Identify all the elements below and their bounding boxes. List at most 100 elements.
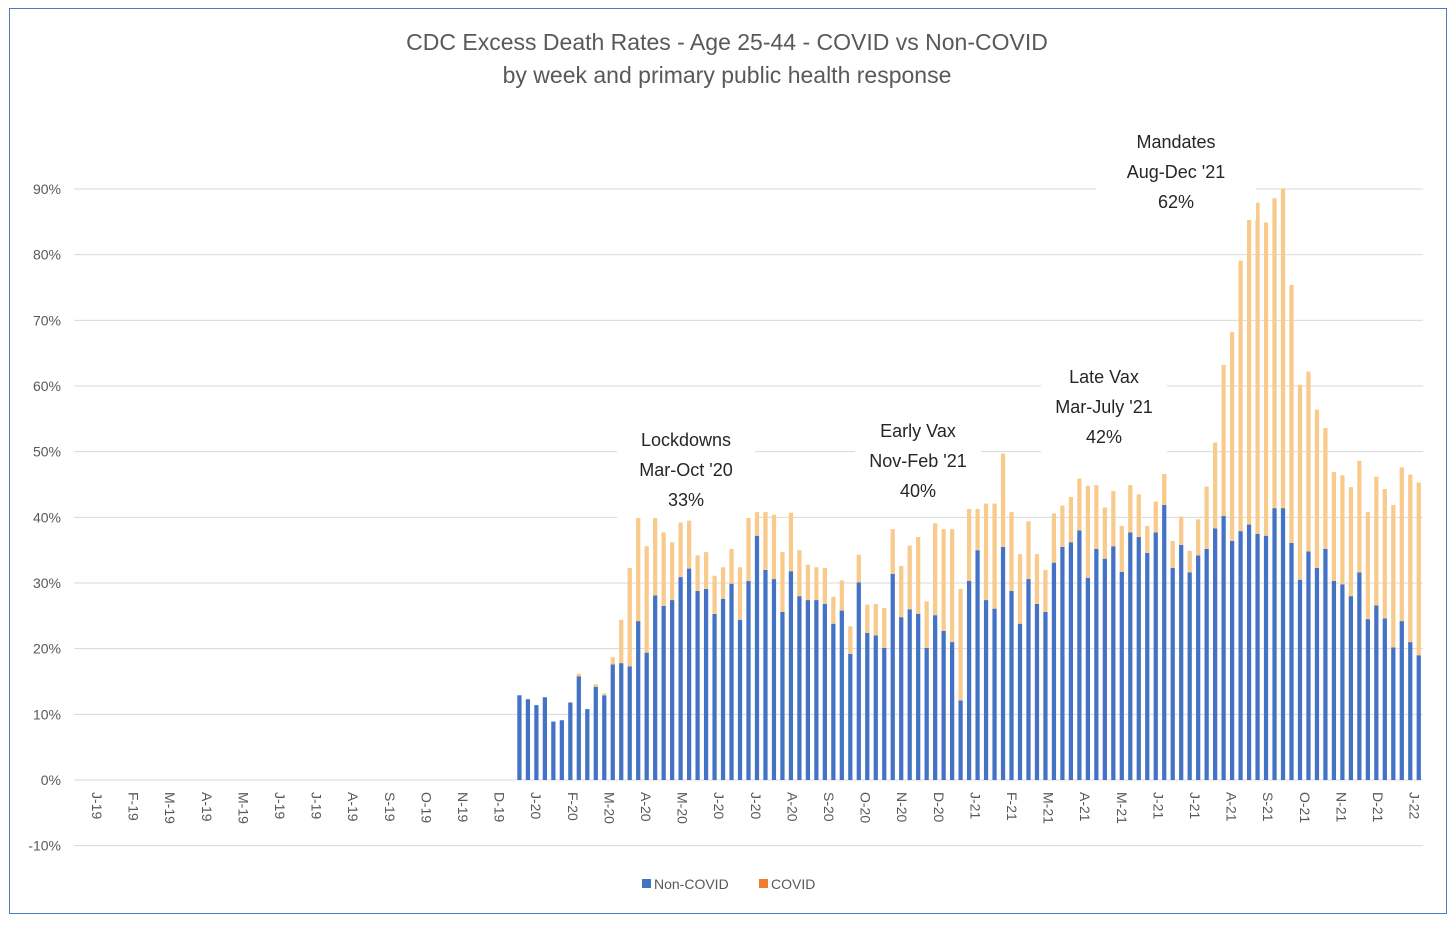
bar-non-covid <box>1102 558 1107 780</box>
bar-non-covid <box>1238 531 1243 780</box>
bar-covid <box>1119 525 1124 572</box>
y-tick-label: 0% <box>41 772 61 788</box>
y-tick-label: 80% <box>33 247 61 263</box>
x-tick-label: D-20 <box>931 792 947 823</box>
x-tick-label: M-19 <box>235 792 251 824</box>
annotation-background <box>617 426 755 518</box>
bar-covid <box>1017 554 1023 624</box>
bar-covid <box>1128 485 1133 533</box>
bar-covid <box>1153 501 1158 533</box>
bar-non-covid <box>1408 642 1413 780</box>
bar-covid <box>771 514 777 580</box>
bar-covid <box>1094 485 1099 549</box>
bar-non-covid <box>525 699 531 780</box>
bar-covid <box>1043 569 1048 612</box>
y-tick-label: 90% <box>33 181 61 197</box>
bar-non-covid <box>1170 567 1175 780</box>
x-tick-label: F-21 <box>1004 792 1020 821</box>
x-tick-label: J-22 <box>1407 792 1423 819</box>
bar-non-covid <box>593 686 598 780</box>
bar-covid <box>1204 486 1209 549</box>
bar-covid <box>1026 521 1031 580</box>
x-tick-label: J-19 <box>89 792 105 819</box>
bar-non-covid <box>1263 535 1269 780</box>
bar-non-covid <box>1306 551 1311 780</box>
bar-non-covid <box>839 610 844 780</box>
bar-non-covid <box>542 697 547 780</box>
bar-non-covid <box>1416 655 1421 780</box>
x-tick-label: M-21 <box>1114 792 1130 824</box>
annotation-text: Lockdowns <box>641 430 731 450</box>
bar-covid <box>933 523 938 616</box>
bar-covid <box>712 575 717 614</box>
y-tick-label: -10% <box>28 838 61 854</box>
bar-non-covid <box>1077 530 1082 780</box>
bar-non-covid <box>933 615 938 780</box>
x-tick-label: M-21 <box>1041 792 1057 824</box>
bar-covid <box>576 673 581 677</box>
bar-non-covid <box>1162 504 1167 780</box>
bar-non-covid <box>814 600 819 780</box>
annotation-text: 40% <box>900 481 936 501</box>
y-tick-label: 10% <box>33 706 61 722</box>
bar-covid <box>950 529 955 643</box>
bar-non-covid <box>737 619 743 780</box>
bar-non-covid <box>1331 581 1337 780</box>
bar-non-covid <box>966 581 972 780</box>
legend: Non-COVID COVID <box>642 876 815 892</box>
x-tick-label: M-20 <box>601 792 617 824</box>
bar-covid <box>797 550 802 597</box>
annotation-text: 62% <box>1158 192 1194 212</box>
x-tick-label: F-19 <box>126 792 142 821</box>
x-tick-label: O-20 <box>858 792 874 823</box>
bar-covid <box>619 619 624 664</box>
bar-covid <box>1408 474 1413 643</box>
annotation-text: Mandates <box>1136 132 1215 152</box>
bar-covid <box>670 542 675 601</box>
bar-covid <box>907 545 912 610</box>
bar-non-covid <box>1374 605 1379 780</box>
annotation-text: Mar-July '21 <box>1055 397 1152 417</box>
annotation-text: Early Vax <box>880 421 956 441</box>
bar-non-covid <box>907 609 912 780</box>
bar-non-covid <box>1017 623 1023 780</box>
bar-covid <box>602 693 607 696</box>
bar-covid <box>661 532 666 606</box>
bar-covid <box>865 604 870 633</box>
bar-covid <box>1416 482 1421 656</box>
annotation-background <box>855 417 981 509</box>
bar-non-covid <box>899 617 904 780</box>
bar-covid <box>610 657 615 665</box>
x-tick-label: A-20 <box>784 792 800 822</box>
bar-covid <box>848 626 853 654</box>
bar-covid <box>1255 202 1260 534</box>
x-tick-label: S-19 <box>382 792 398 822</box>
bar-covid <box>983 503 989 601</box>
bar-non-covid <box>941 630 946 780</box>
bar-covid <box>1391 504 1396 648</box>
bar-non-covid <box>703 588 709 780</box>
bar-non-covid <box>882 648 887 780</box>
bar-non-covid <box>822 604 827 780</box>
bar-covid <box>653 517 658 596</box>
bars <box>517 188 1421 780</box>
bar-covid <box>814 567 819 601</box>
bar-covid <box>1306 371 1311 552</box>
bar-non-covid <box>797 596 802 780</box>
bar-covid <box>1136 494 1141 538</box>
x-tick-label: O-21 <box>1297 792 1313 823</box>
bar-non-covid <box>534 705 539 780</box>
legend-swatch <box>642 879 651 888</box>
bar-covid <box>882 607 887 649</box>
bar-covid <box>899 565 904 618</box>
x-tick-label: S-20 <box>821 792 837 822</box>
bar-non-covid <box>1187 572 1192 780</box>
bar-non-covid <box>763 569 768 780</box>
bar-covid <box>975 502 980 551</box>
x-tick-label: J-20 <box>711 792 727 819</box>
bar-non-covid <box>1196 555 1201 780</box>
bar-covid <box>737 567 743 620</box>
bar-covid <box>746 512 751 582</box>
x-tick-label: D-21 <box>1370 792 1386 823</box>
bar-covid <box>1297 384 1303 580</box>
